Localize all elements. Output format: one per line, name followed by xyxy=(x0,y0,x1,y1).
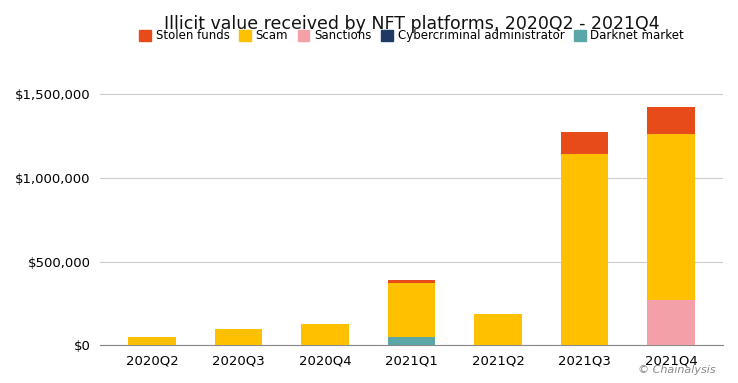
Bar xyxy=(475,314,522,345)
Bar xyxy=(128,337,176,345)
Bar xyxy=(647,134,695,300)
Bar xyxy=(215,329,263,345)
Bar xyxy=(388,337,435,345)
Bar xyxy=(647,300,695,345)
Bar xyxy=(388,283,435,337)
Bar xyxy=(561,154,608,345)
Legend: Stolen funds, Scam, Sanctions, Cybercriminal administrator, Darknet market: Stolen funds, Scam, Sanctions, Cybercrim… xyxy=(134,25,689,47)
Title: Illicit value received by NFT platforms, 2020Q2 - 2021Q4: Illicit value received by NFT platforms,… xyxy=(164,15,660,33)
Bar xyxy=(561,132,608,154)
Bar xyxy=(388,280,435,283)
Bar xyxy=(301,324,349,345)
Bar xyxy=(647,107,695,134)
Text: © Chainalysis: © Chainalysis xyxy=(638,365,716,375)
